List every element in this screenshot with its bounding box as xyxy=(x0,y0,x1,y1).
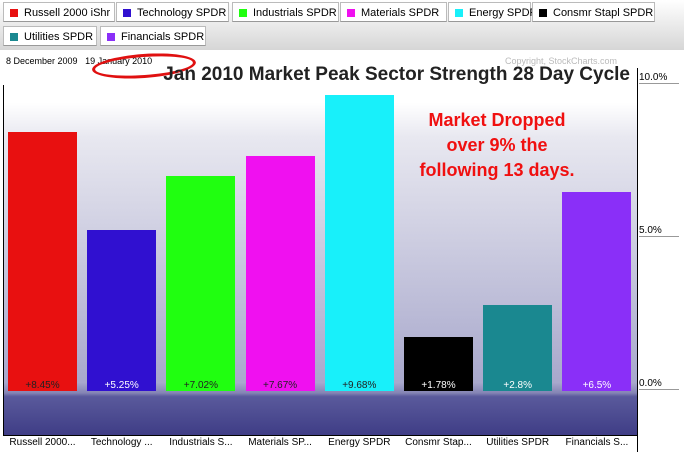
annotation-line: following 13 days. xyxy=(419,160,575,180)
legend-swatch xyxy=(107,33,115,41)
x-tick-label: Industrials S... xyxy=(169,437,233,448)
bar xyxy=(8,132,77,391)
annotation-line: over 9% the xyxy=(446,135,548,155)
legend-tab[interactable]: Utilities SPDR xyxy=(3,26,97,46)
y-tick-label: 10.0% xyxy=(639,72,679,84)
end-date: 19 January 2010 xyxy=(85,56,153,66)
legend-tab[interactable]: Consmr Stapl SPDR xyxy=(532,2,655,22)
legend-tab[interactable]: Energy SPDR xyxy=(448,2,537,22)
legend-swatch xyxy=(347,9,355,17)
bar xyxy=(483,305,553,391)
x-tick-label: Technology ... xyxy=(90,437,153,448)
bar-value-label: +2.8% xyxy=(503,380,532,391)
legend-swatch xyxy=(10,9,18,17)
bar-value-label: +6.5% xyxy=(582,380,612,391)
copyright: Copyright, StockCharts.com xyxy=(505,56,618,66)
bar xyxy=(87,230,157,391)
legend-label: Consmr Stapl SPDR xyxy=(553,7,654,19)
legend-label: Energy SPDR xyxy=(469,7,538,19)
bar xyxy=(245,156,315,391)
legend-tab[interactable]: Materials SPDR xyxy=(340,2,447,22)
bar-value-label: +1.78% xyxy=(421,380,456,391)
y-axis xyxy=(637,68,638,452)
legend: Russell 2000 iShr Technology SPDR Industri… xyxy=(0,0,684,50)
bar-value-label: +7.02% xyxy=(183,380,218,391)
legend-tab[interactable]: Financials SPDR xyxy=(100,26,206,46)
date-range: 8 December 2009 19 January 2010 xyxy=(6,56,152,66)
legend-swatch xyxy=(10,33,18,41)
y-tick-label: 0.0% xyxy=(639,378,679,390)
y-tick-label: 5.0% xyxy=(639,225,679,237)
x-tick-label: Materials SP... xyxy=(248,437,312,448)
bar xyxy=(324,94,394,391)
bar-value-label: +8.45% xyxy=(25,380,60,391)
legend-swatch xyxy=(455,9,463,17)
chart-title: Jan 2010 Market Peak Sector Strength 28 … xyxy=(163,64,630,85)
legend-label: Technology SPDR xyxy=(137,7,227,19)
legend-label: Materials SPDR xyxy=(361,7,440,19)
bar-value-label: +5.25% xyxy=(104,380,139,391)
legend-label: Russell 2000 iShr xyxy=(24,7,111,19)
legend-tab[interactable]: Russell 2000 iShr xyxy=(3,2,115,22)
legend-swatch xyxy=(239,9,247,17)
bar-value-label: +9.68% xyxy=(342,380,377,391)
bar-value-label: +7.67% xyxy=(262,380,298,391)
annotation-line: Market Dropped xyxy=(428,110,566,130)
legend-swatch xyxy=(123,9,131,17)
x-tick-label: Energy SPDR xyxy=(328,437,391,448)
annotation: Market Dropped over 9% the following 13 … xyxy=(412,108,582,183)
bar xyxy=(562,192,632,391)
bar xyxy=(404,336,473,391)
legend-label: Utilities SPDR xyxy=(24,31,94,43)
start-date: 8 December 2009 xyxy=(6,56,78,66)
legend-swatch xyxy=(539,9,547,17)
x-tick-label: Utilities SPDR xyxy=(486,437,550,448)
legend-tab[interactable]: Industrials SPDR xyxy=(232,2,339,22)
x-tick-label: Consmr Stap... xyxy=(405,437,472,448)
x-tick-label: Financials S... xyxy=(565,437,629,448)
x-tick-label: Russell 2000... xyxy=(9,437,76,448)
legend-label: Financials SPDR xyxy=(121,31,205,43)
bar xyxy=(166,176,236,391)
legend-label: Industrials SPDR xyxy=(253,7,337,19)
legend-tab[interactable]: Technology SPDR xyxy=(116,2,229,22)
